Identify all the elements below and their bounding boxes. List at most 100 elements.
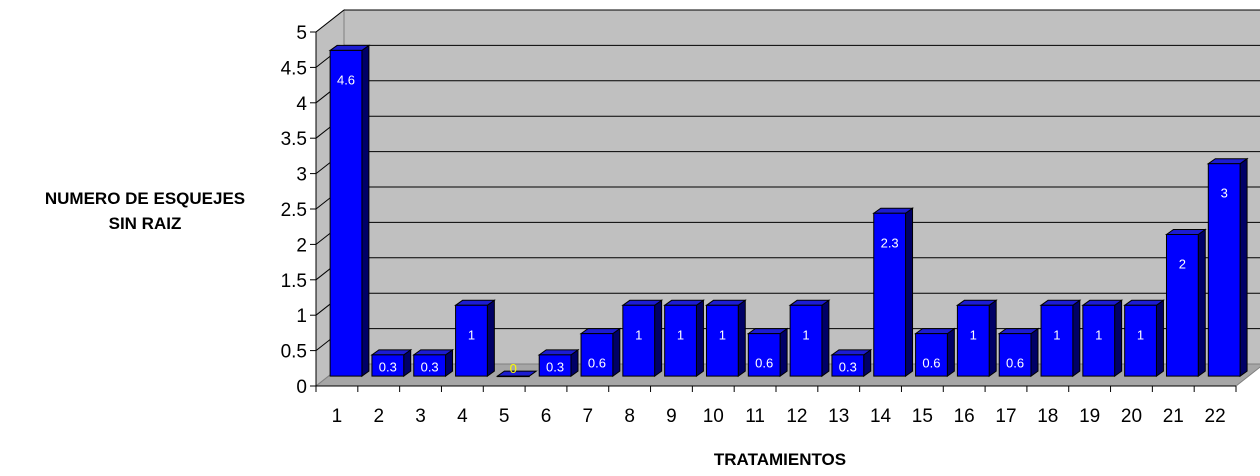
bar-top bbox=[1123, 299, 1166, 306]
x-tick-label: 2 bbox=[373, 406, 384, 427]
data-label: 1 bbox=[802, 327, 809, 342]
data-label: 1 bbox=[719, 327, 726, 342]
data-label: 0.6 bbox=[588, 356, 606, 371]
bar-top bbox=[1164, 229, 1207, 235]
bar bbox=[1207, 163, 1241, 377]
data-label: 0.3 bbox=[839, 359, 857, 374]
bar bbox=[455, 304, 488, 377]
data-label: 1 bbox=[1095, 327, 1102, 342]
x-tick-label: 20 bbox=[1121, 406, 1142, 427]
x-axis-title: TRATAMIENTOS bbox=[713, 450, 847, 469]
data-label: 1 bbox=[1053, 327, 1060, 342]
x-tick-label: 12 bbox=[786, 406, 807, 427]
bar bbox=[998, 333, 1032, 377]
bar-side bbox=[946, 327, 955, 378]
x-tick-label: 3 bbox=[415, 406, 426, 427]
bar bbox=[956, 304, 990, 377]
data-label: 1 bbox=[635, 327, 642, 342]
bar-top bbox=[621, 299, 664, 306]
data-label: 0 bbox=[510, 361, 517, 376]
y-tick-label: 3 bbox=[296, 165, 307, 186]
x-tick-label: 11 bbox=[745, 406, 765, 427]
data-label: 0.3 bbox=[379, 359, 397, 374]
data-label: 0.3 bbox=[546, 359, 564, 374]
bar-top bbox=[788, 299, 831, 306]
x-tick-label: 7 bbox=[583, 406, 594, 427]
data-label: 1 bbox=[677, 327, 684, 342]
y-tick-label: 1.5 bbox=[281, 271, 307, 292]
y-axis-title-line-2: SIN RAIZ bbox=[108, 214, 182, 233]
bar-top bbox=[328, 44, 371, 51]
bar-side bbox=[1197, 228, 1206, 378]
bar-side bbox=[737, 299, 746, 378]
bar-side bbox=[779, 327, 788, 378]
x-tick-label: 9 bbox=[666, 406, 677, 427]
bar-top bbox=[537, 349, 580, 356]
bar bbox=[1165, 234, 1199, 377]
bar bbox=[747, 333, 781, 377]
bar-top bbox=[914, 328, 956, 335]
bar-top bbox=[872, 207, 915, 214]
x-tick-label: 22 bbox=[1205, 406, 1226, 427]
bar-top bbox=[746, 328, 789, 335]
bar-side bbox=[486, 299, 495, 378]
bar-top bbox=[579, 328, 622, 335]
y-axis-title: NUMERO DE ESQUEJES SIN RAIZ bbox=[0, 186, 290, 236]
bar bbox=[705, 304, 739, 377]
x-tick-label: 14 bbox=[870, 406, 892, 427]
bar-top bbox=[830, 349, 873, 356]
x-tick-label: 4 bbox=[457, 406, 468, 427]
data-label: 0.6 bbox=[1006, 356, 1024, 371]
data-label: 2 bbox=[1179, 257, 1186, 272]
bar-side bbox=[905, 207, 914, 378]
x-tick-label: 1 bbox=[332, 406, 343, 427]
data-label: 4.6 bbox=[337, 72, 355, 87]
bar-top bbox=[1039, 299, 1082, 306]
bar-top bbox=[663, 299, 706, 306]
bar bbox=[873, 212, 907, 377]
x-tick-label: 5 bbox=[499, 406, 510, 427]
bar-side bbox=[1114, 299, 1123, 378]
x-tick-label: 21 bbox=[1163, 406, 1184, 427]
bar-side bbox=[361, 44, 370, 378]
bar-top bbox=[412, 349, 455, 356]
bar bbox=[831, 354, 865, 377]
y-axis-title-line-1: NUMERO DE ESQUEJES bbox=[44, 189, 246, 208]
bar-top bbox=[955, 299, 998, 306]
y-tick-label: 3.5 bbox=[281, 129, 307, 150]
bar bbox=[371, 354, 405, 377]
data-label: 0.6 bbox=[922, 356, 940, 371]
bar-side bbox=[1155, 299, 1164, 378]
y-tick-label: 0.5 bbox=[281, 342, 307, 363]
x-tick-label: 10 bbox=[703, 406, 724, 427]
data-label: 1 bbox=[468, 327, 475, 342]
data-label: 0.6 bbox=[755, 356, 773, 371]
x-tick-label: 16 bbox=[954, 406, 975, 427]
bar bbox=[1040, 304, 1074, 377]
bar-side bbox=[821, 299, 830, 378]
bar bbox=[789, 304, 823, 377]
bar bbox=[538, 354, 572, 377]
bar bbox=[915, 333, 948, 377]
bar bbox=[413, 354, 447, 377]
data-label: 3 bbox=[1221, 186, 1228, 201]
bar bbox=[622, 304, 656, 377]
bar-side bbox=[695, 299, 704, 378]
data-label: 2.3 bbox=[881, 235, 899, 250]
y-tick-label: 2 bbox=[296, 235, 307, 256]
x-tick-label: 15 bbox=[912, 406, 933, 427]
bar-top bbox=[454, 299, 496, 306]
bar-top bbox=[1206, 158, 1249, 165]
data-label: 1 bbox=[1137, 327, 1144, 342]
x-tick-label: 13 bbox=[828, 406, 849, 427]
bar-top bbox=[704, 299, 747, 306]
x-tick-label: 19 bbox=[1079, 406, 1100, 427]
y-tick-label: 4 bbox=[296, 94, 307, 115]
y-tick-label: 2.5 bbox=[281, 200, 307, 221]
bar-side bbox=[1239, 157, 1248, 378]
x-tick-label: 6 bbox=[541, 406, 552, 427]
bar bbox=[1124, 304, 1157, 377]
y-tick-label: 1 bbox=[296, 306, 307, 327]
data-label: 0.3 bbox=[421, 359, 439, 374]
